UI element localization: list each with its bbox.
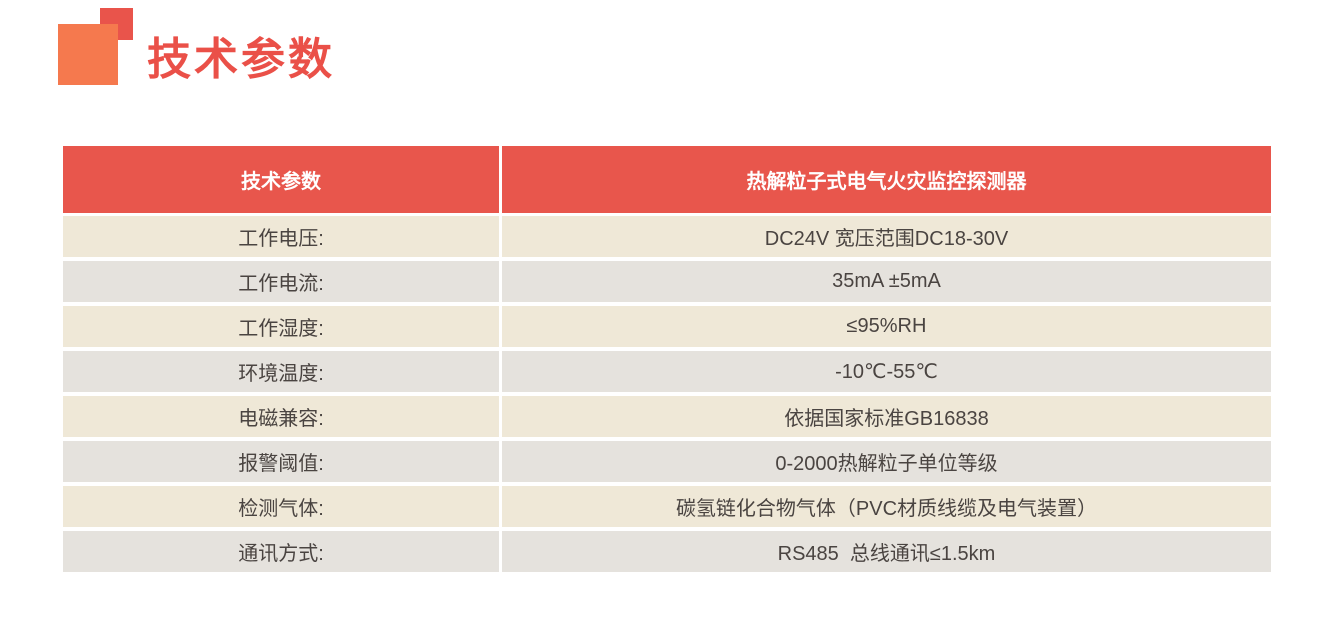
table-row: 电磁兼容: 依据国家标准GB16838 [63,396,1271,437]
table-row: 工作湿度: ≤95%RH [63,306,1271,347]
table-row: 检测气体: 碳氢链化合物气体（PVC材质线缆及电气装置） [63,486,1271,527]
page-title: 技术参数 [147,35,335,84]
param-label: 工作湿度: [63,306,502,347]
param-value: 依据国家标准GB16838 [502,396,1271,437]
spec-table: 技术参数 热解粒子式电气火灾监控探测器 工作电压: DC24V 宽压范围DC18… [63,146,1271,576]
table-row: 工作电流: 35mA ±5mA [63,261,1271,302]
param-label: 通讯方式: [63,531,502,572]
table-row: 通讯方式: RS485 总线通讯≤1.5km [63,531,1271,572]
param-label: 环境温度: [63,351,502,392]
param-label: 工作电压: [63,216,502,257]
param-label: 工作电流: [63,261,502,302]
param-label: 检测气体: [63,486,502,527]
table-header-row: 技术参数 热解粒子式电气火灾监控探测器 [63,146,1271,213]
decor-square-large-orange [58,24,118,85]
table-header-param: 技术参数 [63,146,502,213]
table-row: 工作电压: DC24V 宽压范围DC18-30V [63,216,1271,257]
param-value: RS485 总线通讯≤1.5km [502,531,1271,572]
table-row: 环境温度: -10℃-55℃ [63,351,1271,392]
param-label: 报警阈值: [63,441,502,482]
param-value: 35mA ±5mA [502,261,1271,302]
param-value: -10℃-55℃ [502,351,1271,392]
table-row: 报警阈值: 0-2000热解粒子单位等级 [63,441,1271,482]
param-value: 0-2000热解粒子单位等级 [502,441,1271,482]
param-label: 电磁兼容: [63,396,502,437]
param-value: 碳氢链化合物气体（PVC材质线缆及电气装置） [502,486,1271,527]
param-value: ≤95%RH [502,306,1271,347]
param-value: DC24V 宽压范围DC18-30V [502,216,1271,257]
table-header-product: 热解粒子式电气火灾监控探测器 [746,171,1027,193]
